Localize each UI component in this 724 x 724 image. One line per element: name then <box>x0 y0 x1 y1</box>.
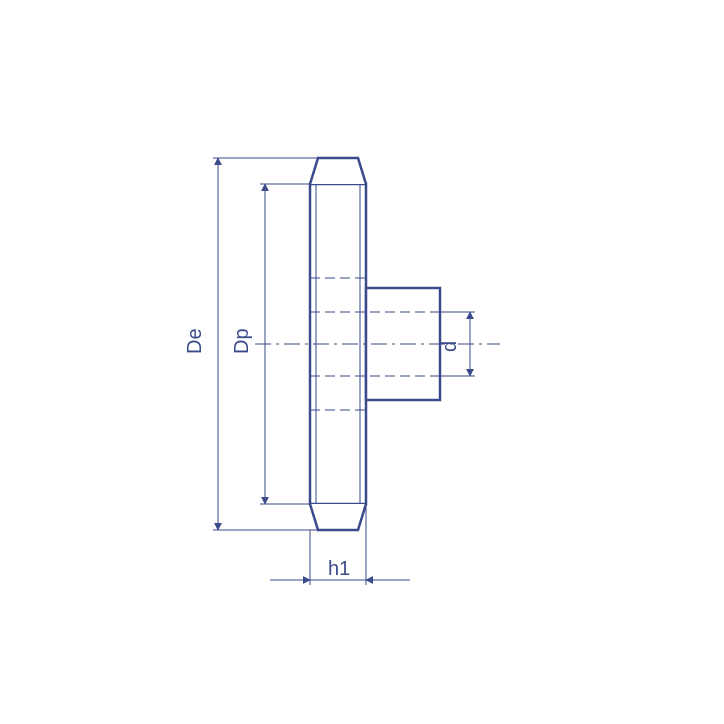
dim-label-d: d <box>439 341 461 352</box>
dim-label-de: De <box>184 328 206 354</box>
dim-label-h1: h1 <box>328 558 350 580</box>
dim-label-dp: Dp <box>231 328 253 354</box>
